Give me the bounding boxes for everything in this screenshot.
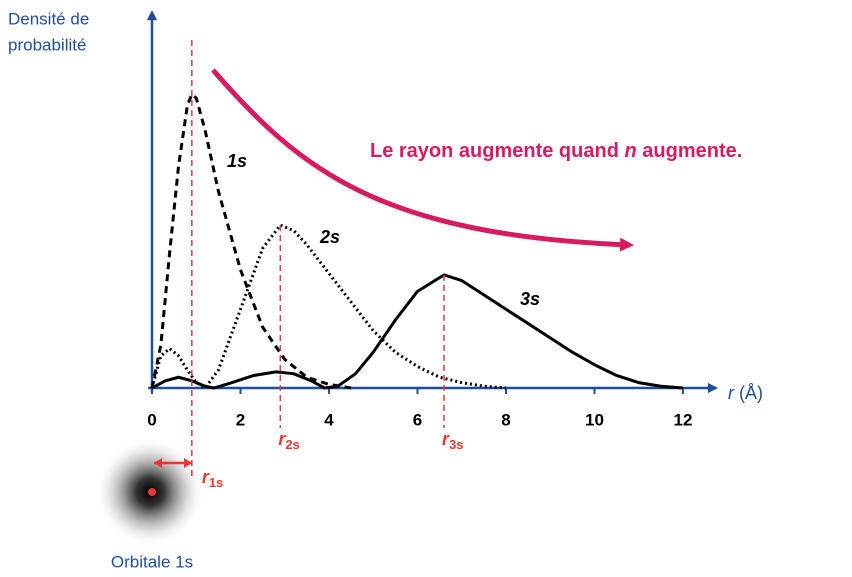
x-tick-label: 10 [585,410,604,429]
radius-label: r1s [202,467,223,491]
radius-label: r3s [442,429,463,453]
radius-subscript: 1s [209,475,223,490]
annotation-text: Le rayon augmente quand [370,140,624,162]
y-axis-title: Densité de [8,9,89,28]
x-tick-label: 8 [501,410,510,429]
series-label: 3s [520,289,540,309]
annotation: Le rayon augmente quand n augmente. [370,140,742,162]
radius-subscript: 2s [285,437,299,452]
annotation-text: augmente. [637,140,743,162]
series-label: 1s [227,151,247,171]
x-tick-label: 12 [674,410,693,429]
radius-label: r2s [278,429,299,453]
x-axis-unit: (Å) [739,383,763,403]
y-axis-title: probabilité [8,35,86,54]
nucleus [148,488,156,496]
chart: Densité de probabilité r (Å) Le rayon au… [0,0,852,577]
series-line [152,225,506,388]
series-label: 2s [319,227,340,247]
annotation-text: n [624,140,636,162]
x-tick-label: 2 [236,410,245,429]
x-axis-symbol: r [728,383,735,403]
x-tick-label: 0 [147,410,156,429]
x-tick-label: 6 [413,410,422,429]
radius-subscript: 3s [449,437,463,452]
x-tick-label: 4 [324,410,334,429]
x-axis-title: r (Å) [728,383,763,403]
caption: Orbitale 1s [111,552,193,571]
